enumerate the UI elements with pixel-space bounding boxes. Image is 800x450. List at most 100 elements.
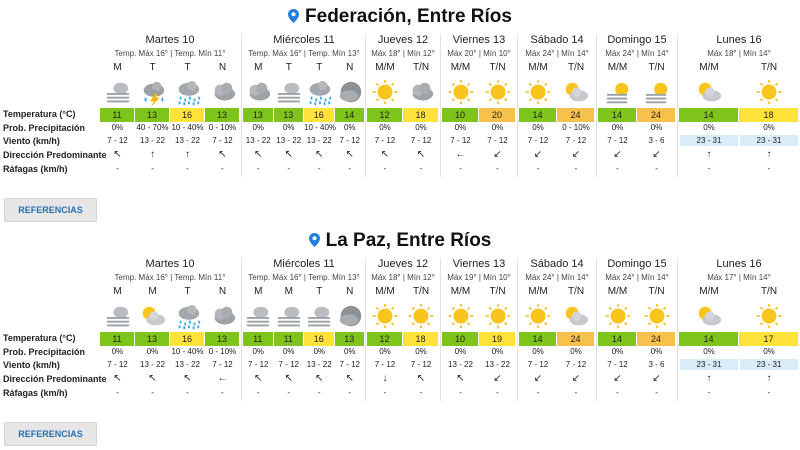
period-label: M/M [528, 62, 548, 73]
period-label: T/N [567, 62, 585, 73]
wind-direction-value: ↖ [416, 149, 426, 160]
wind-direction-value: ↑ [706, 373, 712, 384]
temperature-cell: 14 [679, 332, 738, 346]
row-label: Ráfagas (km/h) [3, 388, 68, 398]
day-name: Domingo 15 [607, 34, 667, 46]
period-label: M/M [450, 286, 471, 297]
day-name: Viernes 13 [452, 34, 506, 46]
period-label: N [218, 286, 227, 297]
gust-cell: - [496, 388, 499, 397]
wind-direction-value: ↙ [533, 373, 543, 384]
period-label: N [346, 62, 354, 73]
period-label: T [285, 62, 292, 73]
temperature-cell: 16 [304, 108, 334, 122]
precip-cell: 40 - 70% [136, 123, 169, 132]
wind-direction-value: ↙ [613, 149, 622, 160]
temperature-cell: 11 [243, 332, 273, 346]
day-name: Sábado 14 [530, 258, 584, 270]
wind-direction-arrow-icon: ↖ [335, 149, 366, 160]
day-temp-range: Temp. Máx 16° | Temp. Mín 13° [248, 273, 360, 282]
day-temp-range: Máx 24° | Mín 14° [525, 273, 589, 282]
row-label: Temperatura (°C) [3, 109, 76, 119]
day-temp-range: Máx 24° | Mín 14° [605, 273, 669, 282]
wind-direction-value: ↖ [254, 373, 263, 384]
gust-cell: - [616, 388, 619, 397]
gust-cell: - [221, 164, 224, 173]
precip-cell: 0% [252, 347, 265, 356]
gust-cell: - [616, 164, 619, 173]
wind-direction-value: ↖ [113, 373, 122, 384]
sun-icon [754, 303, 784, 331]
day-temp-range: Temp. Máx 16° | Temp. Mín 11° [114, 49, 226, 58]
precip-cell: 0 - 10% [208, 347, 237, 356]
day-temp-range: Temp. Máx 16° | Temp. Mín 11° [114, 273, 226, 282]
day-divider [241, 258, 242, 401]
wind-cell: 13 - 22 [485, 360, 510, 369]
temperature-cell: 14 [334, 108, 364, 122]
cloud-icon [208, 303, 238, 331]
period-label: M/M [699, 286, 719, 297]
wind-cell: 7 - 12 [450, 136, 471, 145]
period-label: M/M [607, 286, 628, 297]
temperature-cell: 13 [205, 332, 239, 346]
sun-icon [483, 79, 513, 107]
gust-cell: - [221, 388, 224, 397]
temperature-cell: 16 [304, 332, 334, 346]
references-button[interactable]: REFERENCIAS [4, 422, 97, 446]
cloud-icon [243, 79, 273, 107]
wind-direction-value: ↖ [148, 373, 157, 384]
wind-direction-value: ↖ [315, 149, 324, 160]
gust-cell: - [186, 388, 189, 397]
wind-cell: 7 - 12 [248, 360, 269, 369]
wind-direction-arrow-icon: ↖ [274, 373, 305, 384]
wind-cell: 7 - 12 [339, 136, 360, 145]
wind-direction-value: ↓ [382, 373, 388, 384]
temperature-cell: 24 [637, 108, 675, 122]
precip-cell: 0% [282, 347, 295, 356]
precip-cell: 0% [379, 347, 391, 356]
gust-cell: - [655, 164, 658, 173]
period-label: T/N [760, 286, 778, 297]
temperature-cell: 13 [135, 332, 169, 346]
row-label: Dirección Predominante [3, 150, 107, 160]
gust-cell: - [348, 388, 352, 397]
gust-cell: - [287, 164, 291, 173]
wind-cell: 23 - 31 [740, 359, 798, 370]
gust-cell: - [116, 164, 119, 173]
precip-cell: 0% [379, 123, 391, 132]
sun-icon [446, 79, 476, 107]
temperature-cell: 19 [479, 332, 515, 346]
precip-cell: 0% [532, 347, 544, 356]
temperature-cell: 11 [100, 332, 134, 346]
gust-cell: - [419, 164, 423, 173]
day-divider [677, 34, 678, 177]
day-temp-range: Máx 19° | Mín 10° [447, 273, 511, 282]
temperature-cell: 14 [519, 108, 556, 122]
period-label: T/N [648, 286, 665, 297]
gust-cell: - [655, 388, 658, 397]
gust-cell: - [317, 164, 321, 173]
precip-cell: 0% [611, 123, 624, 132]
temperature-cell: 18 [739, 108, 798, 122]
wind-direction-arrow-icon: ↖ [135, 373, 170, 384]
precip-cell: 0 - 10% [208, 123, 237, 132]
sun-icon [523, 303, 553, 331]
precip-cell: 0% [343, 123, 356, 132]
wind-direction-arrow-icon: ← [205, 373, 240, 384]
wind-direction-arrow-icon: ↙ [598, 149, 637, 160]
references-button[interactable]: REFERENCIAS [4, 198, 97, 222]
precip-cell: 0% [282, 123, 295, 132]
wind-direction-arrow-icon: ↙ [479, 149, 516, 160]
precip-cell: 0% [415, 123, 427, 132]
wind-direction-value: ↖ [380, 149, 390, 160]
precip-cell: 0% [491, 123, 504, 132]
wind-cell: 7 - 12 [607, 360, 628, 369]
day-divider [440, 34, 441, 177]
gust-cell: - [496, 164, 499, 173]
period-label: T [184, 286, 191, 297]
row-label: Prob. Precipitación [3, 347, 86, 357]
temperature-cell: 14 [519, 332, 556, 346]
wind-cell: 13 - 22 [448, 360, 473, 369]
temperature-cell: 11 [100, 108, 134, 122]
wind-direction-value: ↑ [185, 149, 190, 160]
